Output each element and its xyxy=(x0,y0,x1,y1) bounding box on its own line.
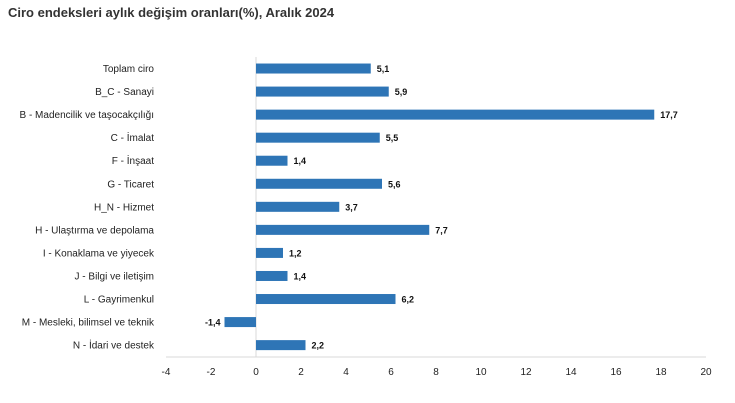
x-tick-label: 16 xyxy=(610,367,622,378)
x-tick-label: 18 xyxy=(655,367,667,378)
category-label: C - İmalat xyxy=(111,131,155,144)
bar xyxy=(224,317,256,328)
x-tick-label: 12 xyxy=(520,367,532,378)
data-label: 5,9 xyxy=(395,87,408,97)
category-label: L - Gayrimenkul xyxy=(84,295,154,306)
bar xyxy=(256,132,380,143)
label-layer: -4 -2 0 2 4 6 8 10 12 14 16 18 20 Toplam ciro 5,1 B_C -… xyxy=(20,64,712,378)
category-label: J - Bilgi ve iletişim xyxy=(75,271,154,282)
x-tick-label: -2 xyxy=(207,367,216,378)
x-tick-label: 8 xyxy=(433,367,439,378)
category-label: Toplam ciro xyxy=(103,64,155,75)
data-label: 5,5 xyxy=(386,133,399,143)
x-tick-label: 10 xyxy=(475,367,487,378)
bar xyxy=(256,155,288,166)
bar xyxy=(256,63,371,74)
category-label: I - Konaklama ve yiyecek xyxy=(43,248,155,259)
bar xyxy=(256,86,389,97)
bar xyxy=(256,178,382,189)
data-label: 2,2 xyxy=(312,341,325,351)
data-label: 17,7 xyxy=(660,110,678,120)
bar xyxy=(256,340,306,351)
bar xyxy=(256,270,288,281)
bar xyxy=(256,109,655,120)
category-label: H_N - Hizmet xyxy=(94,202,154,213)
data-label: 1,2 xyxy=(289,248,302,258)
data-label: 6,2 xyxy=(402,295,415,305)
data-label: 1,4 xyxy=(294,156,307,166)
category-label: G - Ticaret xyxy=(107,179,154,190)
category-label: B_C - Sanayi xyxy=(95,87,154,98)
bar xyxy=(256,201,340,212)
bar xyxy=(256,247,283,258)
data-label: 5,6 xyxy=(388,179,401,189)
data-label: 7,7 xyxy=(435,225,448,235)
x-tick-label: 20 xyxy=(700,367,712,378)
data-label: 5,1 xyxy=(377,64,390,74)
x-tick-label: 6 xyxy=(388,367,394,378)
x-tick-label: -4 xyxy=(162,367,171,378)
data-label: 3,7 xyxy=(345,202,358,212)
x-tick-label: 14 xyxy=(565,367,577,378)
data-label: 1,4 xyxy=(294,271,307,281)
category-label: H - Ulaştırma ve depolama xyxy=(35,225,154,236)
bar xyxy=(256,224,430,235)
x-tick-label: 2 xyxy=(298,367,304,378)
x-tick-label: 0 xyxy=(253,367,259,378)
bar-layer xyxy=(224,63,655,351)
category-label: F - İnşaat xyxy=(112,154,154,167)
bar xyxy=(256,294,396,305)
category-label: N - İdari ve destek xyxy=(73,339,155,352)
x-tick-label: 4 xyxy=(343,367,349,378)
category-label: B - Madencilik ve taşocakçılığı xyxy=(20,110,155,121)
chart-title: Ciro endeksleri aylık değişim oranları(%… xyxy=(8,5,335,20)
category-label: M - Mesleki, bilimsel ve teknik xyxy=(22,318,155,329)
data-label: -1,4 xyxy=(205,318,221,328)
axis-layer xyxy=(166,57,706,358)
